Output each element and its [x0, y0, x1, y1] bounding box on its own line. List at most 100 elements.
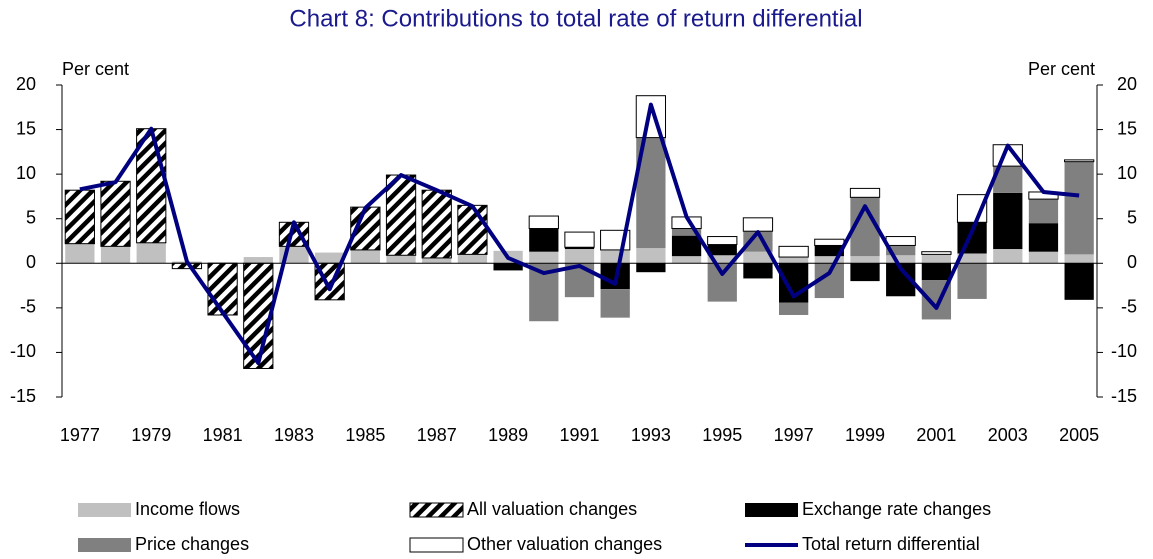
y-tick-label: -5 [20, 297, 36, 317]
chart-title: Chart 8: Contributions to total rate of … [289, 5, 862, 32]
bar-segment [385, 174, 417, 256]
legend-label: Price changes [135, 534, 249, 554]
x-tick-label: 1987 [417, 425, 457, 445]
line-series [79, 102, 1080, 366]
bar-segment [1064, 254, 1094, 264]
y2-tick-label: -5 [1121, 297, 1137, 317]
y2-axis-label: Per cent [1028, 59, 1095, 79]
legend-label: Exchange rate changes [802, 499, 991, 519]
bar-segment [636, 263, 666, 273]
x-tick-label: 2005 [1059, 425, 1099, 445]
bar-segment [564, 231, 595, 248]
bar-segment [457, 204, 488, 255]
bar-segment [778, 245, 809, 258]
legend-label: Total return differential [802, 534, 980, 554]
bar-segment [421, 189, 452, 259]
legend-label: All valuation changes [467, 499, 637, 519]
bar-segment [65, 243, 95, 264]
y2-tick-label: 10 [1117, 163, 1137, 183]
bar-segment [850, 263, 880, 282]
bar-segment [350, 249, 380, 264]
bar-segment [243, 257, 273, 264]
bar-segment [600, 289, 630, 318]
bar-segment [1064, 161, 1094, 255]
bar-segment [707, 255, 737, 264]
bar-segment [850, 256, 880, 264]
bar-segment [743, 251, 773, 264]
y2-tick-label: 20 [1117, 74, 1137, 94]
bar-segment [600, 249, 630, 264]
bar-segment [671, 256, 702, 264]
legend-label: Income flows [135, 499, 240, 519]
bar-segment [64, 189, 95, 245]
bar-segment [136, 242, 166, 264]
bar-segment [779, 302, 809, 315]
bar-segment [957, 263, 987, 299]
bar-segment [457, 254, 488, 264]
bar-segment [1028, 223, 1059, 252]
y2-tick-label: -15 [1111, 386, 1137, 406]
bar-segment [742, 217, 774, 232]
bar-segment [707, 263, 737, 302]
bar-segment [100, 180, 131, 247]
x-tick-label: 1991 [559, 425, 599, 445]
bar-segment [1028, 251, 1059, 264]
bar-segment [814, 245, 844, 257]
bar-segment [136, 128, 167, 244]
bar-segment [779, 257, 809, 264]
y2-tick-label: 15 [1117, 118, 1137, 138]
bar-segment [885, 236, 916, 246]
y-tick-label: -15 [10, 386, 36, 406]
y2-tick-label: 5 [1127, 207, 1137, 227]
legend-swatch [78, 503, 131, 517]
bar-segment [528, 215, 559, 230]
y-tick-label: 0 [26, 252, 36, 272]
x-tick-label: 1983 [274, 425, 314, 445]
y-tick-label: 5 [26, 207, 36, 227]
bar-segment [1028, 199, 1059, 224]
bar-segment [207, 262, 238, 316]
legend-label: Other valuation changes [467, 534, 662, 554]
bar-segment [743, 263, 773, 279]
bar-segment [386, 255, 416, 264]
bar-segment [564, 247, 595, 250]
x-tick-label: 1985 [345, 425, 385, 445]
x-tick-label: 1997 [774, 425, 814, 445]
y2-tick-label: -10 [1111, 341, 1137, 361]
x-tick-label: 1999 [845, 425, 885, 445]
x-tick-label: 1993 [631, 425, 671, 445]
bar-segment [886, 245, 916, 256]
bar-segment [849, 187, 881, 198]
bar-segment [957, 253, 987, 264]
bar-segment [921, 254, 952, 264]
y-tick-label: 10 [16, 163, 36, 183]
bar-segment [636, 248, 666, 264]
x-tick-label: 1995 [702, 425, 742, 445]
bar-segment [100, 246, 131, 264]
legend-swatch [409, 537, 464, 553]
bar-segment [921, 263, 952, 281]
bar-segment [671, 228, 702, 236]
bar-segment [707, 236, 738, 246]
bar-segment [529, 251, 559, 264]
bar-segment [1064, 159, 1095, 163]
bar-segment [814, 256, 844, 264]
legend-swatch [745, 503, 798, 517]
bar-segment [493, 263, 523, 271]
bar-segment [422, 257, 452, 264]
bar-segment [814, 238, 845, 246]
y-axis-label: Per cent [62, 59, 129, 79]
legend-swatch [409, 502, 464, 518]
bar-segment [886, 255, 916, 264]
x-tick-label: 2001 [916, 425, 956, 445]
x-tick-label: 1989 [488, 425, 528, 445]
x-tick-label: 1977 [60, 425, 100, 445]
bar-segment [564, 249, 595, 264]
x-tick-label: 1979 [131, 425, 171, 445]
legend-swatch [78, 538, 131, 552]
y-tick-label: 20 [16, 74, 36, 94]
x-tick-label: 2003 [988, 425, 1028, 445]
y-tick-label: 15 [16, 118, 36, 138]
bar-segment [921, 251, 952, 255]
